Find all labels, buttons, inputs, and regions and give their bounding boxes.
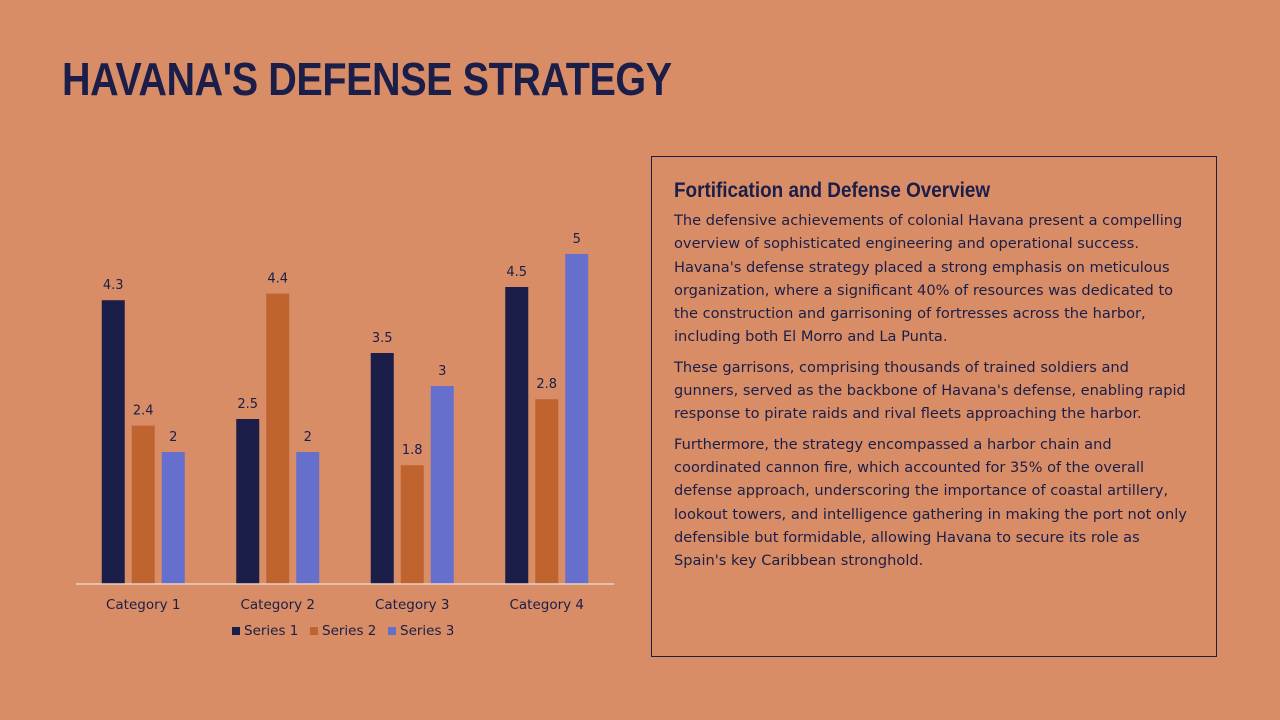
bar-2-4 xyxy=(535,399,559,584)
data-label-2-1: 2.4 xyxy=(133,404,154,419)
bar-3-4 xyxy=(565,254,589,584)
bar-3-2 xyxy=(296,452,320,584)
panel-paragraph-1: The defensive achievements of colonial H… xyxy=(674,212,1183,346)
bar-2-1 xyxy=(131,425,155,584)
bar-chart: 4.3 2.4 2 Category 1 2.5 4.4 2 Category 2 3.5 1.8… xyxy=(60,200,630,660)
legend-label-3: Series 3 xyxy=(400,623,454,639)
bar-1-2 xyxy=(236,419,260,584)
bar-chart-svg: 4.3 2.4 2 Category 1 2.5 4.4 2 Category 2 3.5 1.8… xyxy=(76,232,614,639)
slide-title: HAVANA'S DEFENSE STRATEGY xyxy=(62,53,672,105)
x-tick-label-2: Category 2 xyxy=(240,597,315,613)
legend-swatch-3 xyxy=(388,627,396,635)
data-label-3-2: 2 xyxy=(304,430,312,445)
bar-1-3 xyxy=(370,353,394,584)
bar-2-3 xyxy=(400,465,424,584)
data-label-3-1: 2 xyxy=(169,430,177,445)
x-tick-label-4: Category 4 xyxy=(509,597,584,613)
data-label-1-3: 3.5 xyxy=(372,331,393,346)
data-label-2-2: 4.4 xyxy=(267,272,288,287)
overview-panel: Fortification and Defense Overview The d… xyxy=(651,156,1217,657)
legend-label-1: Series 1 xyxy=(244,623,298,639)
panel-paragraph-3: Furthermore, the strategy encompassed a … xyxy=(674,435,1187,570)
data-label-1-1: 4.3 xyxy=(103,278,124,293)
x-tick-label-3: Category 3 xyxy=(375,597,450,613)
panel-heading: Fortification and Defense Overview xyxy=(674,179,991,202)
bar-2-2 xyxy=(266,293,290,584)
data-label-2-3: 1.8 xyxy=(402,443,423,458)
legend-label-2: Series 2 xyxy=(322,623,376,639)
legend-swatch-1 xyxy=(232,627,240,635)
data-label-3-4: 5 xyxy=(573,232,581,247)
bar-3-3 xyxy=(430,386,454,584)
x-tick-label-1: Category 1 xyxy=(106,597,181,613)
panel-paragraph-2: These garrisons, comprising thousands of… xyxy=(674,358,1186,423)
bar-1-4 xyxy=(505,287,529,584)
data-label-1-4: 4.5 xyxy=(506,265,527,280)
bar-3-1 xyxy=(161,452,185,584)
legend-swatch-2 xyxy=(310,627,318,635)
data-label-1-2: 2.5 xyxy=(237,397,258,412)
bar-1-1 xyxy=(101,300,125,584)
data-label-2-4: 2.8 xyxy=(536,377,557,392)
data-label-3-3: 3 xyxy=(438,364,446,379)
